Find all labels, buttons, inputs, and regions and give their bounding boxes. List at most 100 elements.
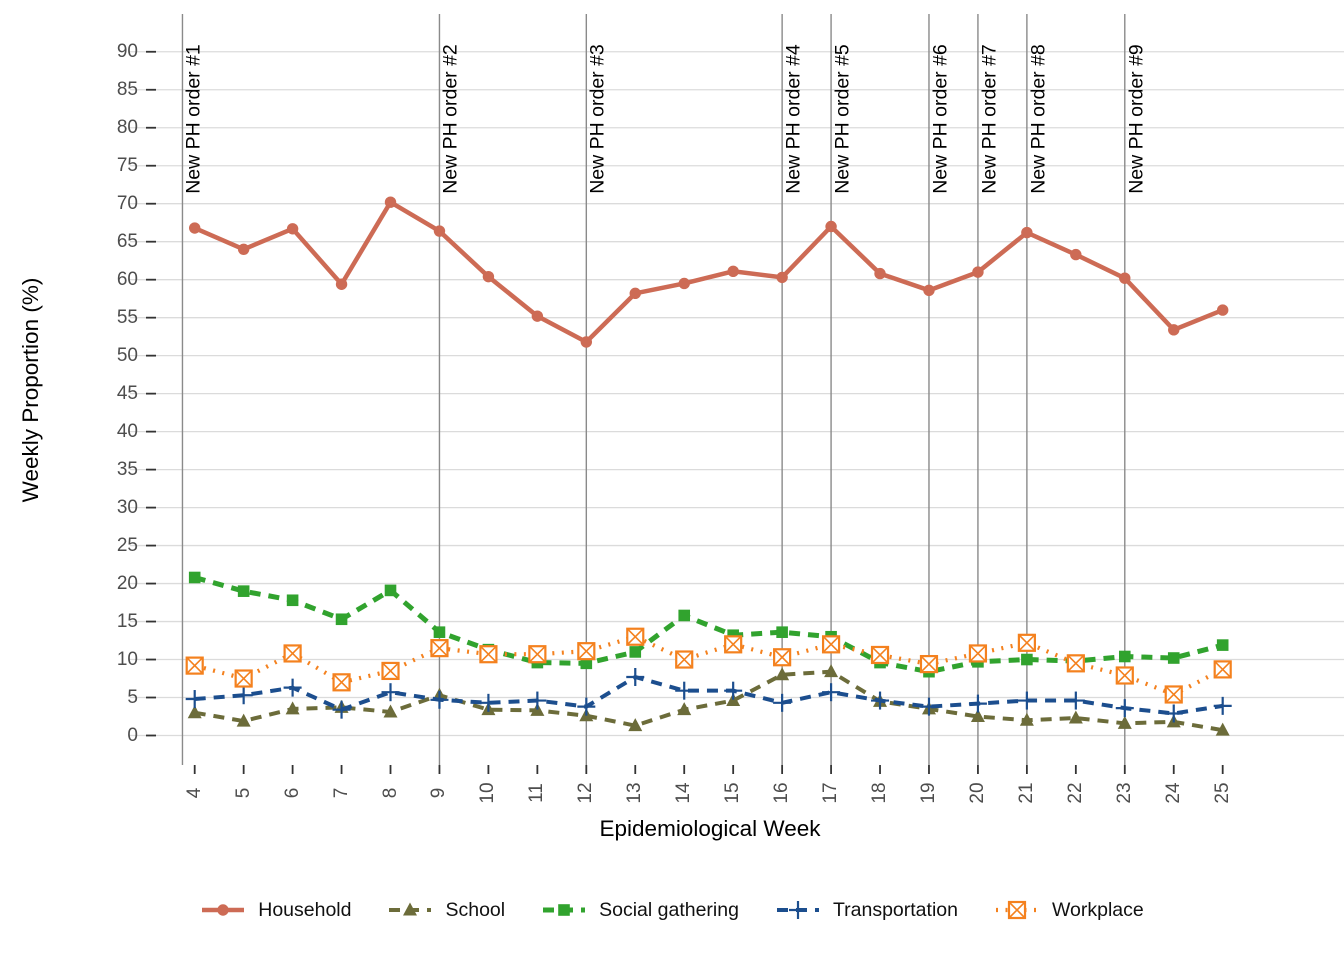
- x-tick-label: 9: [428, 787, 450, 799]
- data-point-marker: [383, 704, 398, 718]
- data-point-marker: [1168, 324, 1180, 336]
- x-tick-label: 22: [1064, 782, 1086, 804]
- series-line-social-gathering: [194, 575, 1224, 675]
- legend-label: Household: [258, 898, 352, 921]
- x-tick-label: 4: [183, 787, 205, 799]
- data-point-marker: [1007, 900, 1027, 920]
- y-tick-label: 10: [116, 649, 138, 671]
- data-point-marker: [724, 635, 743, 654]
- y-tick-label: 60: [116, 269, 138, 291]
- data-point-marker: [236, 713, 251, 727]
- data-point-marker: [870, 645, 890, 665]
- legend-item-workplace: Workplace: [994, 897, 1144, 923]
- chart-legend: Household School Social gathering Transport…: [0, 885, 1344, 935]
- circle-legend-key-icon: [202, 904, 245, 916]
- data-point-marker: [1066, 654, 1085, 673]
- y-tick-label: 25: [116, 535, 138, 557]
- data-point-marker: [727, 265, 739, 278]
- series-line-household: [193, 199, 1224, 345]
- data-point-marker: [629, 287, 641, 300]
- data-point-marker: [968, 644, 988, 663]
- legend-label: Workplace: [1051, 898, 1144, 921]
- x-tick-label: 10: [477, 782, 499, 804]
- data-point-marker: [187, 705, 202, 719]
- data-point-marker: [1066, 691, 1085, 710]
- y-tick-label: 30: [116, 497, 138, 519]
- data-point-marker: [1017, 633, 1036, 652]
- data-point-marker: [1164, 685, 1183, 704]
- x-tick-label: 21: [1015, 782, 1037, 804]
- ph-order-label: New PH order #4: [782, 44, 805, 194]
- data-point-marker: [237, 243, 250, 255]
- data-point-marker: [188, 571, 201, 584]
- data-point-marker: [1070, 248, 1082, 261]
- data-point-marker: [675, 650, 694, 669]
- y-tick-label: 75: [116, 155, 138, 177]
- data-point-marker: [384, 196, 397, 208]
- data-point-marker: [558, 904, 570, 916]
- data-point-marker: [821, 635, 841, 654]
- x-tick-label: 11: [526, 783, 548, 803]
- x-tick-label: 6: [281, 787, 303, 799]
- data-point-marker: [1021, 653, 1033, 666]
- ph-order-label: New PH order #7: [978, 44, 1001, 194]
- y-tick-label: 85: [116, 79, 138, 101]
- x-tick-label: 15: [722, 782, 744, 804]
- data-point-marker: [773, 648, 792, 667]
- ph-order-label: New PH order #3: [586, 44, 609, 194]
- data-point-marker: [727, 629, 739, 642]
- y-tick-label: 5: [127, 687, 138, 708]
- data-point-marker: [482, 270, 495, 283]
- data-point-marker: [822, 683, 841, 702]
- x-tick-label: 8: [379, 787, 401, 799]
- data-point-marker: [577, 697, 596, 716]
- x-axis-title: Epidemiological Week: [599, 816, 821, 841]
- data-point-marker: [430, 690, 449, 709]
- data-point-marker: [1017, 691, 1036, 710]
- legend-label: School: [445, 898, 506, 921]
- plus-legend-key-icon: [776, 901, 819, 919]
- crossed-square-legend-key-icon: [995, 900, 1038, 920]
- data-point-marker: [773, 693, 792, 712]
- data-point-marker: [1118, 650, 1131, 663]
- x-tick-label: 23: [1113, 782, 1135, 804]
- data-point-marker: [185, 690, 204, 709]
- data-point-marker: [335, 613, 348, 626]
- x-tick-label: 14: [673, 782, 695, 804]
- data-point-marker: [286, 223, 299, 235]
- data-point-marker: [678, 609, 691, 622]
- data-point-marker: [1213, 696, 1232, 715]
- x-tick-label: 20: [966, 782, 988, 804]
- x-tick-label: 19: [917, 782, 939, 804]
- data-point-marker: [433, 626, 446, 638]
- data-point-marker: [871, 691, 890, 710]
- data-point-marker: [1213, 660, 1232, 679]
- data-point-marker: [430, 639, 449, 658]
- y-tick-label: 40: [116, 421, 138, 443]
- data-point-marker: [1117, 715, 1132, 729]
- data-point-marker: [580, 657, 593, 670]
- data-point-marker: [724, 681, 743, 700]
- data-point-marker: [433, 225, 446, 237]
- data-point-marker: [285, 701, 300, 715]
- data-point-marker: [403, 902, 418, 916]
- square-legend-key-icon: [543, 904, 586, 916]
- data-point-marker: [776, 271, 788, 284]
- data-point-marker: [1119, 272, 1131, 284]
- data-point-marker: [580, 336, 593, 348]
- data-point-marker: [825, 220, 837, 233]
- x-tick-label: 25: [1211, 782, 1233, 804]
- data-point-marker: [381, 683, 400, 702]
- x-tick-label: 16: [771, 782, 793, 804]
- y-tick-label: 65: [116, 231, 138, 253]
- data-point-marker: [1021, 226, 1033, 239]
- y-tick-label: 35: [116, 459, 138, 481]
- data-point-marker: [678, 277, 690, 290]
- y-tick-label: 80: [116, 117, 138, 139]
- data-point-marker: [626, 627, 645, 646]
- data-point-marker: [1068, 710, 1083, 724]
- ph-order-label: New PH order #8: [1027, 44, 1050, 194]
- data-point-marker: [283, 644, 302, 663]
- data-point-marker: [775, 667, 790, 681]
